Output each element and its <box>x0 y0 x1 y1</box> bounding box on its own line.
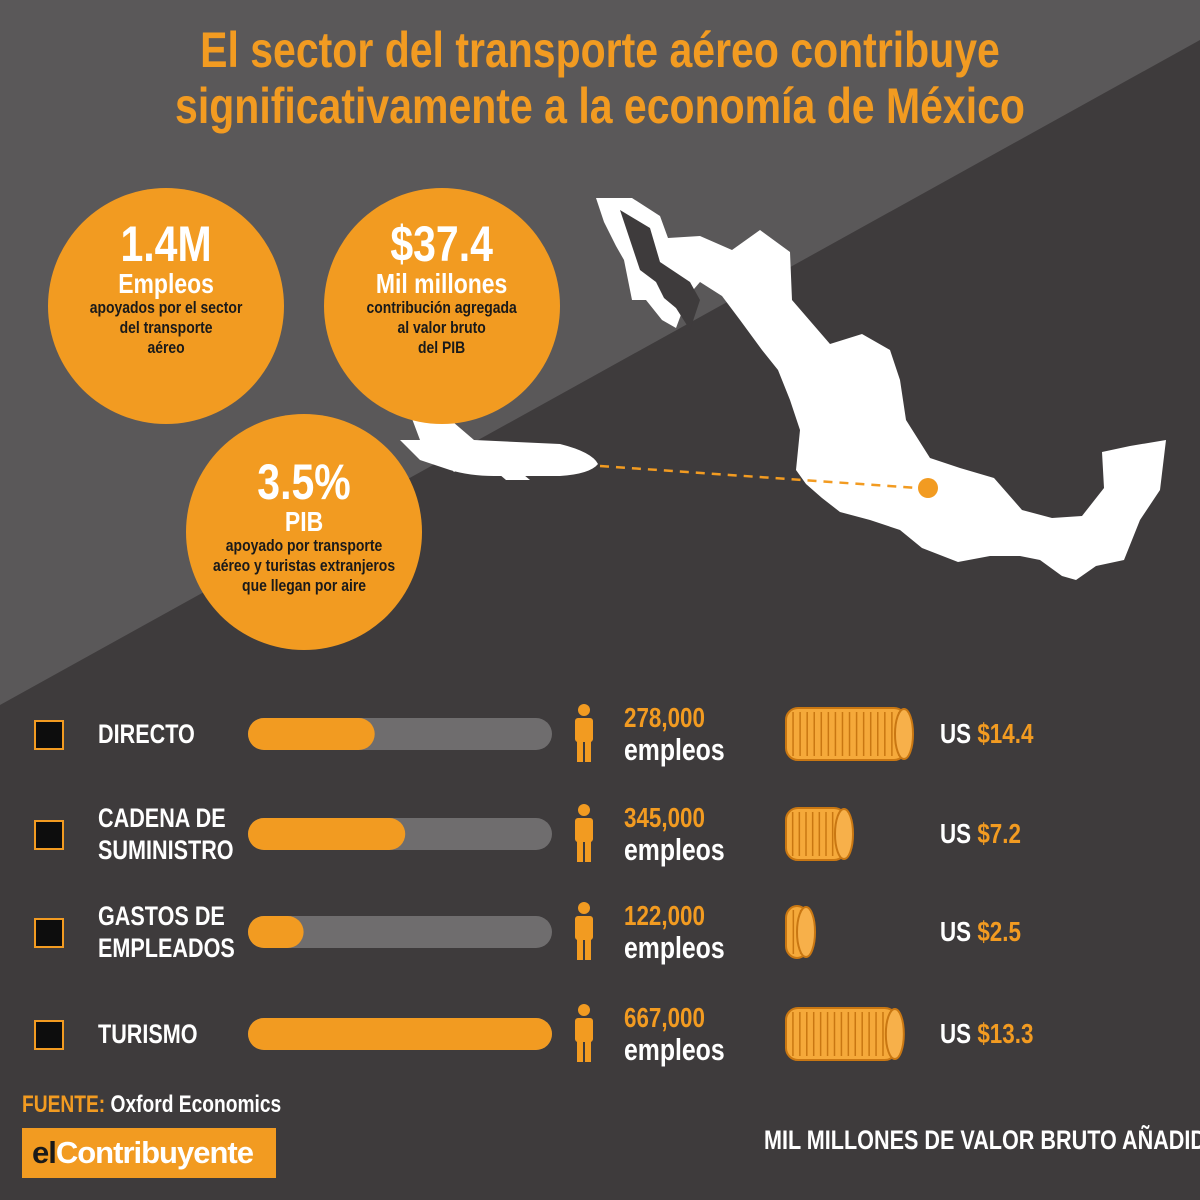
bubble-gdp-value: 3.5% <box>257 454 351 510</box>
title-line-1: El sector del transporte aéreo contribuy… <box>200 22 1000 78</box>
bar-fill <box>248 718 375 750</box>
bubble-jobs: 1.4M Empleos apoyados por el sector del … <box>48 188 284 424</box>
jobs-unit-label: empleos <box>624 1032 725 1067</box>
bubble-gdp: 3.5% PIB apoyado por transporte aéreo y … <box>186 414 422 650</box>
mexico-city-dot <box>918 478 938 498</box>
bubble-gva-value: $37.4 <box>390 216 494 272</box>
coin-stack-icon <box>785 905 816 959</box>
bar-category-label: DIRECTO <box>98 719 195 749</box>
person-icon <box>575 1004 593 1062</box>
row-checkbox[interactable] <box>34 918 64 948</box>
bubble-jobs-desc-3: aéreo <box>147 338 185 357</box>
row-checkbox[interactable] <box>34 720 64 750</box>
source-note: FUENTE: Oxford Economics <box>22 1090 281 1120</box>
bubble-gdp-desc-2: aéreo y turistas extranjeros <box>212 556 396 575</box>
source-label: FUENTE: <box>22 1091 106 1118</box>
bar-category-label: TURISMO <box>98 1019 198 1049</box>
gva-value-label: US $7.2 <box>940 818 1021 849</box>
jobs-value-label: 345,000 <box>624 802 705 833</box>
bar-fill <box>248 818 406 850</box>
bubble-jobs-desc-2: del transporte <box>119 318 213 337</box>
jobs-unit-label: empleos <box>624 930 725 965</box>
bubble-gva-label: Mil millones <box>376 268 508 299</box>
bar-track <box>248 916 552 948</box>
person-icon <box>575 704 593 762</box>
bubble-gva: $37.4 Mil millones contribución agregada… <box>324 188 560 424</box>
bubble-jobs-desc-1: apoyados por el sector <box>89 298 243 317</box>
jobs-value-label: 122,000 <box>624 900 705 931</box>
bubble-gdp-desc-1: apoyado por transporte <box>225 536 383 555</box>
coin-stack-icon <box>785 1007 905 1061</box>
title-line-2: significativamente a la economía de Méxi… <box>175 78 1025 134</box>
gva-value-label: US $13.3 <box>940 1018 1034 1049</box>
jobs-unit-label: empleos <box>624 832 725 867</box>
gva-value-label: US $2.5 <box>940 916 1021 947</box>
bar-fill <box>248 1018 552 1050</box>
jobs-value-label: 278,000 <box>624 702 705 733</box>
person-icon <box>575 804 593 862</box>
row-checkbox[interactable] <box>34 1020 64 1050</box>
coin-stack-icon <box>785 807 854 861</box>
person-icon <box>575 902 593 960</box>
jobs-value-label: 667,000 <box>624 1002 705 1033</box>
gva-value-label: US $14.4 <box>940 718 1034 749</box>
bar-fill <box>248 916 304 948</box>
bubble-gdp-label: PIB <box>284 506 324 537</box>
bubble-gva-desc-3: del PIB <box>418 338 466 357</box>
bubble-gva-desc-1: contribución agregada <box>366 298 518 317</box>
row-checkbox[interactable] <box>34 820 64 850</box>
flight-path <box>599 464 919 490</box>
logo-part-1: el <box>32 1135 57 1170</box>
airplane-icon <box>400 392 598 480</box>
axis-note: MIL MILLONES DE VALOR BRUTO AÑADIDO <box>764 1125 1200 1155</box>
bar-category-label: GASTOS DE EMPLEADOS <box>98 901 235 963</box>
coin-stack-icon <box>785 707 914 761</box>
bar-category-label: CADENA DE SUMINISTRO <box>98 803 234 865</box>
logo-part-2: Contribuyente <box>55 1135 254 1170</box>
logo: elContribuyente <box>22 1128 276 1178</box>
jobs-unit-label: empleos <box>624 732 725 767</box>
page-title: El sector del transporte aéreo contribuy… <box>108 22 1092 134</box>
bubble-jobs-label: Empleos <box>118 268 214 299</box>
bubble-jobs-value: 1.4M <box>120 216 212 272</box>
mexico-map <box>596 198 1166 580</box>
bubble-gdp-desc-3: que llegan por aire <box>242 576 366 595</box>
source-text: Oxford Economics <box>110 1091 282 1118</box>
bubble-gva-desc-2: al valor bruto <box>397 318 487 337</box>
